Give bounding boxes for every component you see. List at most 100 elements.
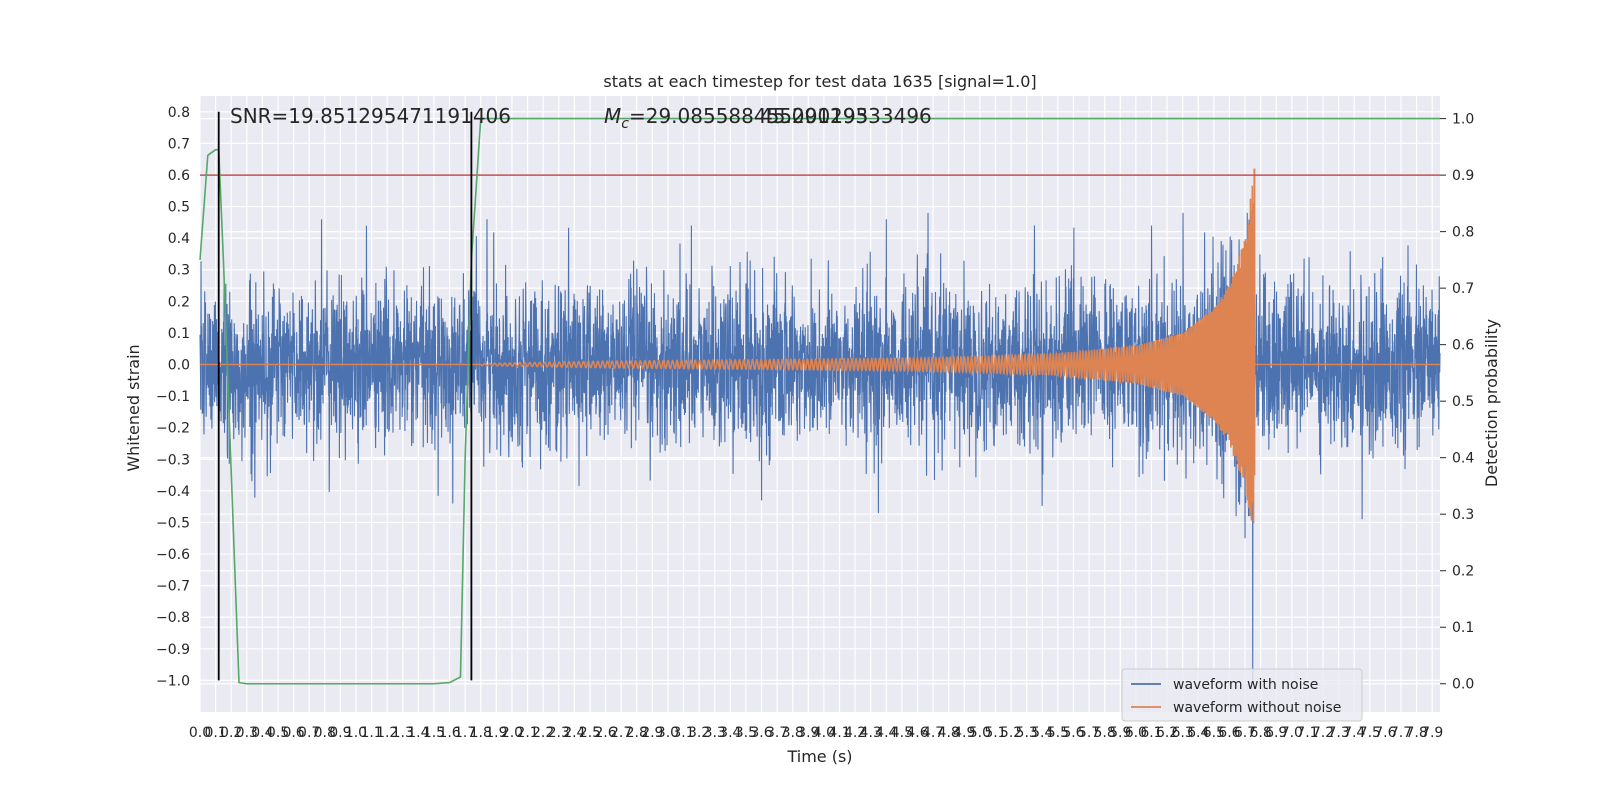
- y2-tick-label: 0.2: [1452, 564, 1474, 580]
- y-tick-label: −0.6: [156, 547, 190, 563]
- x-tick-label: 0.4: [251, 725, 273, 741]
- x-tick-label: 7.4: [1343, 725, 1365, 741]
- x-tick-label: 5.3: [1016, 725, 1038, 741]
- x-tick-label: 5.2: [1000, 725, 1022, 741]
- x-tick-label: 6.3: [1172, 725, 1194, 741]
- x-tick-label: 1.1: [360, 725, 382, 741]
- x-tick-label: 4.4: [875, 725, 897, 741]
- x-tick-label: 0.5: [267, 725, 289, 741]
- snr-annotation: SNR=19.851295471191406: [230, 104, 511, 128]
- x-tick-label: 2.4: [563, 725, 585, 741]
- x-tick-label: 4.1: [828, 725, 850, 741]
- x-tick-label: 2.7: [610, 725, 632, 741]
- y-tick-label: −0.1: [156, 389, 190, 405]
- y-tick-label: −1.0: [156, 673, 190, 689]
- x-tick-label: 5.4: [1031, 725, 1053, 741]
- y2-tick-label: 0.3: [1452, 507, 1474, 523]
- x-tick-label: 3.2: [688, 725, 710, 741]
- legend-label-noise: waveform with noise: [1173, 677, 1318, 693]
- x-tick-label: 1.0: [345, 725, 367, 741]
- x-tick-label: 0.1: [204, 725, 226, 741]
- x-tick-label: 6.6: [1218, 725, 1240, 741]
- chart-title: stats at each timestep for test data 163…: [603, 72, 1036, 91]
- x-tick-label: 5.9: [1109, 725, 1131, 741]
- x-tick-label: 1.6: [438, 725, 460, 741]
- x-tick-label: 2.0: [501, 725, 523, 741]
- x-tick-label: 4.6: [906, 725, 928, 741]
- x-tick-label: 5.6: [1062, 725, 1084, 741]
- x-tick-label: 7.6: [1374, 725, 1396, 741]
- y2-tick-label: 0.5: [1452, 394, 1474, 410]
- x-tick-label: 7.7: [1390, 725, 1412, 741]
- legend: waveform with noise waveform without noi…: [1121, 668, 1363, 722]
- x-tick-label: 4.9: [953, 725, 975, 741]
- x-tick-label: 4.5: [891, 725, 913, 741]
- y2-tick-label: 1.0: [1452, 112, 1474, 128]
- x-tick-label: 2.5: [579, 725, 601, 741]
- x-tick-label: 3.9: [797, 725, 819, 741]
- x-tick-label: 1.3: [392, 725, 414, 741]
- y-tick-label: 0.2: [168, 294, 190, 310]
- x-tick-label: 4.3: [860, 725, 882, 741]
- x-tick-label: 3.4: [719, 725, 741, 741]
- legend-label-clean: waveform without noise: [1173, 700, 1341, 716]
- x-tick-label: 1.5: [423, 725, 445, 741]
- x-tick-label: 7.8: [1405, 725, 1427, 741]
- x-tick-label: 3.5: [735, 725, 757, 741]
- x-tick-label: 7.5: [1359, 725, 1381, 741]
- y2-tick-label: 0.8: [1452, 225, 1474, 241]
- overlay-layer: [199, 111, 1440, 685]
- x-tick-label: 6.9: [1265, 725, 1287, 741]
- x-tick-label: 4.7: [922, 725, 944, 741]
- y-tick-label: −0.8: [156, 610, 190, 626]
- series-layer: [199, 168, 1441, 681]
- x-tick-label: 3.3: [704, 725, 726, 741]
- y-tick-label: 0.1: [168, 326, 190, 342]
- x-tick-label: 3.6: [750, 725, 772, 741]
- x-tick-label: 6.2: [1156, 725, 1178, 741]
- y-axis-label: Whitened strain: [124, 344, 143, 471]
- x-tick-label: 4.8: [938, 725, 960, 741]
- x-tick-label: 0.8: [314, 725, 336, 741]
- x-tick-label: 6.0: [1125, 725, 1147, 741]
- x-tick-label: 3.7: [766, 725, 788, 741]
- y-tick-label: 0.8: [168, 105, 190, 121]
- x-tick-label: 1.4: [407, 725, 429, 741]
- y-tick-label: −0.9: [156, 642, 190, 658]
- x-tick-label: 3.8: [782, 725, 804, 741]
- x-tick-label: 7.2: [1312, 725, 1334, 741]
- legend-box: [1121, 668, 1363, 722]
- y2-tick-label: 0.4: [1452, 451, 1474, 467]
- y-tick-label: −0.5: [156, 515, 190, 531]
- series-waveform-without-noise: [200, 185, 1440, 524]
- x-tick-label: 0.7: [298, 725, 320, 741]
- x-tick-label: 6.5: [1203, 725, 1225, 741]
- y2-tick-label: 0.9: [1452, 168, 1474, 184]
- axes: 0.00.10.20.30.40.50.60.70.80.91.01.11.21…: [156, 105, 1474, 741]
- x-tick-label: 2.3: [548, 725, 570, 741]
- y2-tick-label: 0.6: [1452, 338, 1474, 354]
- x-tick-label: 6.4: [1187, 725, 1209, 741]
- overlapping-annotation: 45.09129333496: [760, 104, 932, 128]
- x-tick-label: 0.6: [282, 725, 304, 741]
- y-tick-label: −0.7: [156, 579, 190, 595]
- x-tick-label: 6.7: [1234, 725, 1256, 741]
- x-axis-label: Time (s): [786, 747, 852, 766]
- x-tick-label: 2.8: [626, 725, 648, 741]
- x-tick-label: 0.2: [220, 725, 242, 741]
- x-tick-label: 6.8: [1249, 725, 1271, 741]
- x-tick-label: 4.2: [844, 725, 866, 741]
- x-tick-label: 2.2: [532, 725, 554, 741]
- y-tick-label: 0.0: [168, 358, 190, 374]
- x-tick-label: 3.0: [657, 725, 679, 741]
- x-tick-label: 5.0: [969, 725, 991, 741]
- x-tick-label: 7.1: [1296, 725, 1318, 741]
- x-tick-label: 6.1: [1140, 725, 1162, 741]
- x-tick-label: 2.1: [516, 725, 538, 741]
- y-tick-label: −0.2: [156, 421, 190, 437]
- x-tick-label: 0.0: [189, 725, 211, 741]
- x-tick-label: 1.9: [485, 725, 507, 741]
- x-tick-label: 2.6: [594, 725, 616, 741]
- x-tick-label: 0.9: [329, 725, 351, 741]
